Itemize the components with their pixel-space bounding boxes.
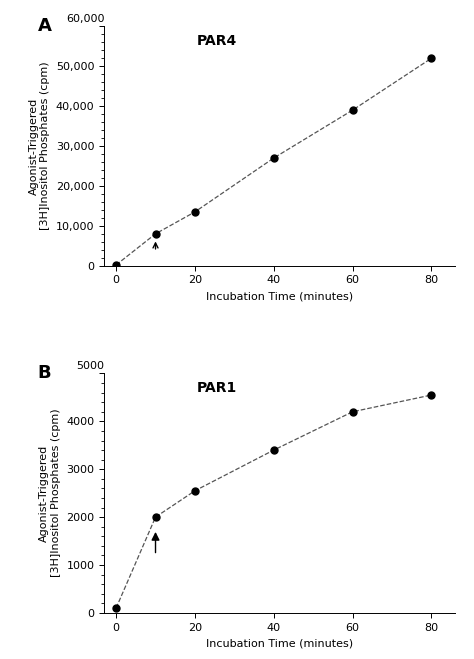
Text: B: B [37,364,51,382]
Text: 60,000: 60,000 [66,14,104,24]
Y-axis label: Agonist-Triggered
[3H]Inositol Phosphates (cpm): Agonist-Triggered [3H]Inositol Phosphate… [39,409,61,577]
Text: PAR4: PAR4 [196,34,237,47]
Text: 5000: 5000 [76,361,104,371]
Text: A: A [37,16,52,35]
Text: PAR1: PAR1 [196,381,237,395]
X-axis label: Incubation Time (minutes): Incubation Time (minutes) [206,638,353,648]
Y-axis label: Agonist-Triggered
[3H]Inositol Phosphates (cpm): Agonist-Triggered [3H]Inositol Phosphate… [29,62,50,231]
X-axis label: Incubation Time (minutes): Incubation Time (minutes) [206,291,353,301]
